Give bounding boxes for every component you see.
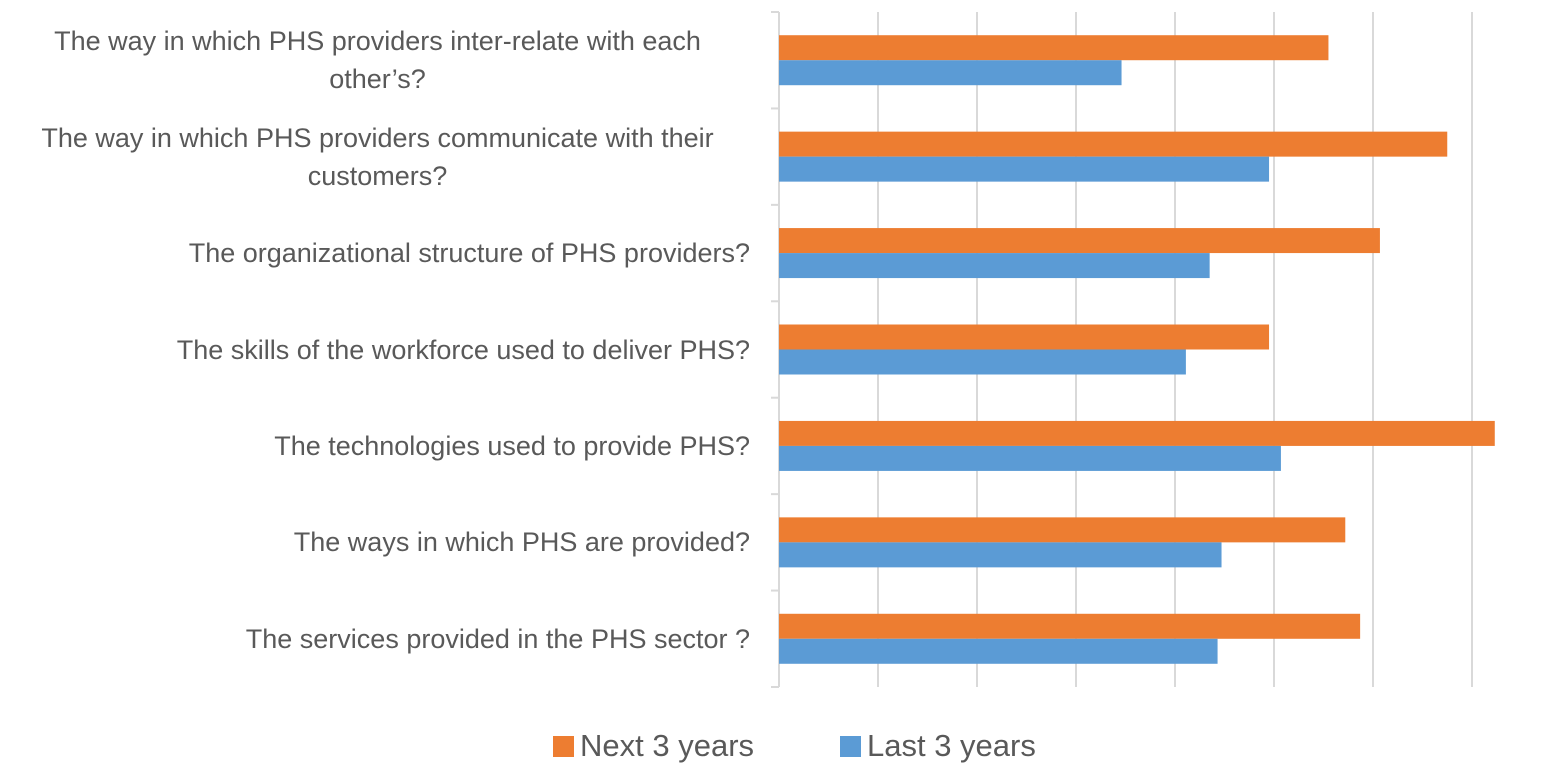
bar — [779, 420, 1495, 446]
bar — [779, 638, 1218, 664]
bar — [779, 349, 1186, 375]
category-label: The way in which PHS providers communica… — [0, 119, 750, 195]
category-text: The organizational structure of PHS prov… — [188, 238, 750, 269]
bar — [779, 542, 1222, 568]
category-text: The way in which PHS providers communica… — [41, 122, 714, 191]
bar — [779, 613, 1361, 639]
legend-item: Next 3 years — [553, 728, 754, 764]
legend-label: Next 3 years — [580, 728, 755, 763]
bar — [779, 324, 1270, 350]
bar — [779, 156, 1270, 182]
category-label: The way in which PHS providers inter-rel… — [0, 22, 750, 98]
legend-swatch — [553, 735, 574, 757]
category-label: The skills of the workforce used to deli… — [0, 331, 750, 369]
category-text: The services provided in the PHS sector … — [245, 623, 750, 654]
bar — [779, 35, 1329, 61]
category-text: The technologies used to provide PHS? — [274, 430, 750, 461]
bar — [779, 445, 1281, 471]
legend-label: Last 3 years — [867, 728, 1036, 763]
category-text: The ways in which PHS are provided? — [293, 527, 750, 558]
legend-item: Last 3 years — [840, 728, 1036, 764]
bar — [779, 517, 1346, 543]
legend-swatch — [840, 735, 861, 757]
category-text: The way in which PHS providers inter-rel… — [54, 26, 701, 95]
bar — [779, 131, 1448, 157]
category-label: The ways in which PHS are provided? — [0, 523, 750, 561]
bar — [779, 253, 1210, 279]
bar — [779, 228, 1380, 254]
category-label: The services provided in the PHS sector … — [0, 620, 750, 658]
category-label: The technologies used to provide PHS? — [0, 427, 750, 465]
bar — [779, 60, 1122, 86]
category-text: The skills of the workforce used to deli… — [176, 334, 750, 365]
category-label: The organizational structure of PHS prov… — [0, 234, 750, 272]
